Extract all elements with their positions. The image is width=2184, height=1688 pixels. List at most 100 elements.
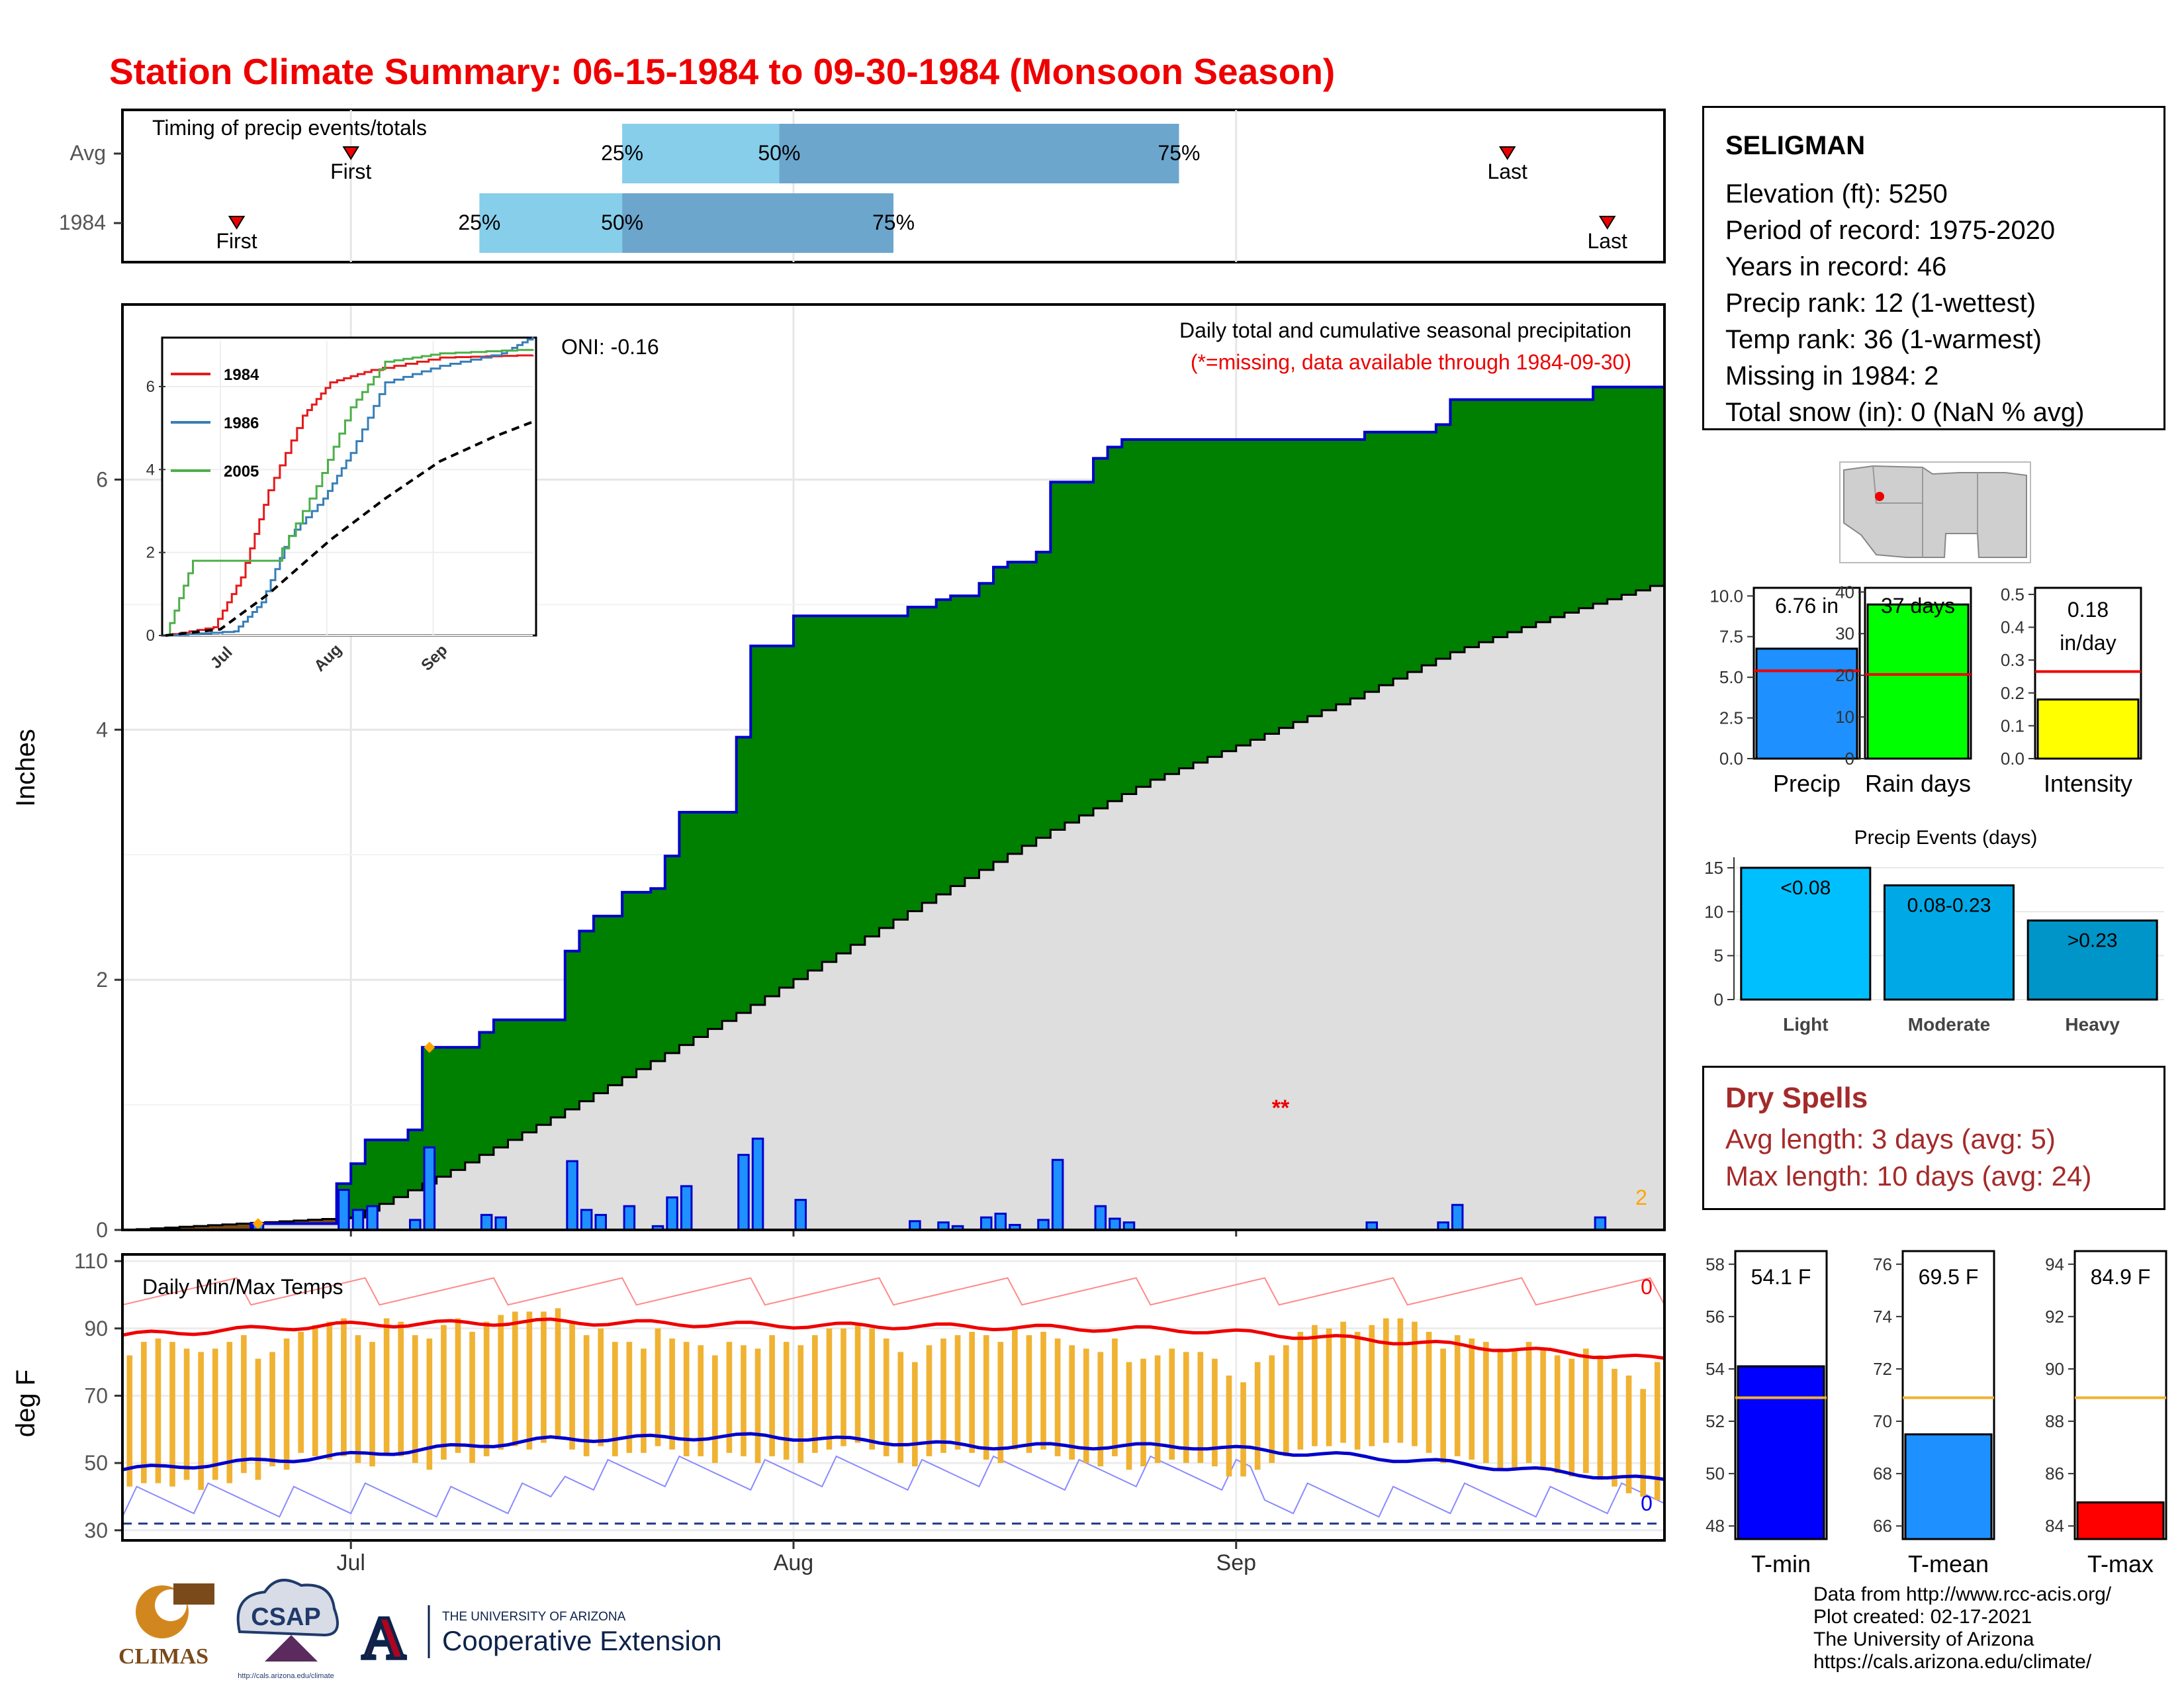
inset-series-line [165,349,534,637]
station-map [1839,461,2031,563]
daily-precip-bar [1109,1217,1121,1231]
inset-y-tick-label: 0 [146,627,155,645]
station-info-box: SELIGMAN Elevation (ft): 5250 Period of … [1702,106,2165,430]
triangle-marker-icon [1498,146,1516,160]
daily-precip-bar [580,1209,593,1231]
temp-label: Daily Min/Max Temps [142,1275,343,1299]
mini-bar [1866,603,1970,760]
daily-temp-bar [226,1342,233,1483]
daily-temp-bar [283,1338,290,1470]
daily-precip-bar [1094,1205,1107,1231]
events-bar-value-label: >0.23 [2068,930,2118,952]
csap-cloud-icon [236,1579,339,1637]
temp-bar-tick-label: 68 [1873,1464,1892,1483]
climas-logo-bar [173,1583,214,1605]
temp-bar-tick-label: 88 [2045,1411,2064,1431]
precip-panel: 0 2 4 6 Daily total and cumulative seasonal… [11,303,1666,1242]
temp-min-count: 0 [1641,1491,1653,1515]
mini-bar-tick-label: 0.1 [2001,716,2025,735]
mini-bar-tick-label: 0.0 [2001,749,2025,769]
daily-temp-bar [1354,1331,1361,1450]
daily-temp-bar [826,1328,833,1450]
mini-bar-label: Intensity [2044,770,2132,797]
daily-temp-bar [1525,1342,1532,1464]
temp-bar [2076,1501,2165,1540]
daily-temp-bar [1583,1348,1589,1474]
daily-temp-bar [441,1325,447,1460]
temp-bar-tick-label: 70 [1873,1411,1892,1431]
events-bar [1884,884,2015,1001]
mini-bar [1755,647,1858,760]
station-location-dot [1875,492,1884,501]
temp-bar-value-label: 54.1 F [1751,1265,1811,1289]
daily-temp-bar [169,1342,175,1487]
mini-bar-tick-label: 7.5 [1719,627,1743,647]
timing-event-label: Last [1587,229,1627,253]
mini-bar-tick-label: 10 [1835,707,1854,727]
temp-bar-tick-label: 92 [2045,1307,2064,1327]
mini-bar-tick-label: 0.2 [2001,683,2025,703]
daily-temp-bar [298,1331,304,1453]
precip-events-chart: Precip Events (days) 15 10 5 0 <0.08 Light 0.08… [1704,827,2164,1035]
daily-temp-bar [383,1318,390,1453]
y-tick-label: 4 [96,718,108,741]
temp-bar-tick-label: 74 [1873,1307,1892,1327]
daily-temp-bar [212,1348,218,1480]
daily-temp-bar [926,1345,933,1456]
timing-pct-label: 50% [758,141,800,165]
daily-temp-bar [769,1335,775,1456]
dry-spells-max: Max length: 10 days (avg: 24) [1725,1160,2092,1192]
inset-legend-label: 1984 [224,366,259,384]
daily-temp-bar [541,1311,547,1443]
ua-a-mark: A [362,1604,406,1671]
mini-bar-tick-label: 20 [1835,665,1854,685]
daily-temp-bar [969,1331,975,1453]
daily-temp-bar [1597,1355,1604,1480]
daily-temp-bar [141,1342,147,1483]
y-tick-label: 2 [96,968,108,992]
daily-temp-bar [198,1352,204,1490]
daily-temp-bar [483,1321,490,1456]
map-borders [1872,465,1978,557]
ua-small-text: THE UNIVERSITY OF ARIZONA [442,1610,626,1624]
mini-bar-label: Precip [1773,770,1841,797]
daily-precip-bar [751,1137,764,1231]
daily-temp-bar [883,1338,889,1456]
events-tick-label: 5 [1714,946,1723,966]
daily-temp-bar [712,1355,718,1464]
daily-precip-bar [666,1196,678,1231]
mini-bar-tick-label: 2.5 [1719,708,1743,728]
daily-temp-bar [626,1342,633,1453]
mini-bar-value-label: 6.76 in [1775,594,1839,618]
daily-precip-bar [566,1160,578,1231]
daily-temp-bar [555,1308,561,1440]
precip-subtitle: Daily total and cumulative seasonal prec… [1179,318,1631,342]
temp-bar-tick-label: 66 [1873,1516,1892,1536]
mini-bar-tick-label: 30 [1835,624,1854,643]
daily-temp-bar [1512,1348,1518,1470]
events-bar [1740,867,1872,1001]
timing-event-label: First [216,229,257,253]
daily-temp-bar [1169,1348,1175,1460]
inset-y-tick-label: 2 [146,544,155,562]
inset-legend-label: 2005 [224,463,259,481]
oni-label: ONI: -0.16 [561,335,659,359]
daily-temp-bar [1397,1318,1404,1443]
inset-y-tick-label: 6 [146,378,155,396]
temp-ylabel: deg F [11,1370,40,1437]
daily-temp-bar [1540,1348,1546,1470]
timing-pct-label: 25% [458,211,500,234]
mini-bar-value-label: in/day [2060,631,2116,655]
daily-temp-bar [741,1345,747,1456]
station-info-line: Period of record: 1975-2020 [1725,216,2056,245]
inset-series-line [165,336,534,637]
climas-logo-text: CLIMAS [118,1644,208,1669]
events-tick-label: 10 [1704,902,1723,921]
daily-precip-bar [1594,1216,1607,1231]
events-title: Precip Events (days) [1854,827,2038,849]
temp-bar-label: T-mean [1908,1550,1989,1577]
mini-bar-value-label: 0.18 [2068,598,2109,622]
timing-bar-50-75 [622,193,893,253]
daily-precip-bar [794,1199,807,1231]
csap-logo-text: CSAP [251,1603,321,1631]
